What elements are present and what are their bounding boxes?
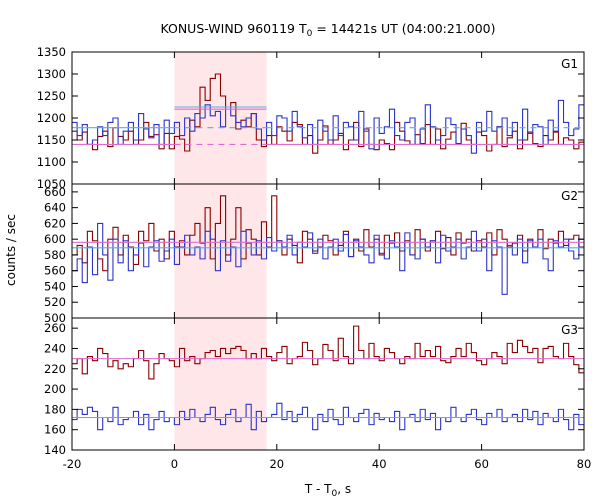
y-tick-label: 200 (44, 382, 66, 396)
x-axis-label: T - T0, s (304, 482, 351, 499)
x-axis-label-suffix: , s (337, 482, 351, 496)
x-tick-label: 40 (372, 457, 387, 471)
y-tick-label: 1250 (37, 89, 66, 103)
y-tick-label: 260 (44, 321, 66, 335)
y-tick-label: 520 (44, 295, 66, 309)
panel-label: G3 (561, 323, 578, 337)
chart-title-suffix: = 14421s UT (04:00:21.000) (312, 21, 495, 36)
y-tick-label: 1050 (37, 177, 66, 191)
x-tick-label: 80 (577, 457, 592, 471)
y-tick-label: 600 (44, 232, 66, 246)
x-tick-label: 60 (474, 457, 489, 471)
panel-g1: 1050 1100 1150 1200 1250 1300 1350 G1 (37, 45, 585, 191)
y-tick-label: 1150 (37, 133, 66, 147)
y-tick-label: 220 (44, 362, 66, 376)
chart-title-subscript: 0 (307, 29, 313, 39)
panel-g3: 140 160 180 200 220 240 260 G3 -20 0 20 40 60 80 (44, 317, 592, 471)
panel-label: G2 (561, 189, 578, 203)
series-line-blue (72, 222, 584, 295)
x-tick-label: 20 (269, 457, 284, 471)
y-tick-label: 240 (44, 341, 66, 355)
y-tick-label: 1200 (37, 111, 66, 125)
x-tick-label: 0 (171, 457, 178, 471)
chart-title-prefix: KONUS-WIND 960119 T (160, 21, 306, 36)
x-tick-label: -20 (63, 457, 82, 471)
y-tick-label: 660 (44, 185, 66, 199)
panels-group: 1050110011501200125013001350G15005205405… (37, 45, 592, 471)
x-axis-label-prefix: T - T (304, 482, 332, 496)
y-axis-label: counts / sec (4, 214, 18, 286)
y-tick-label: 180 (44, 402, 66, 416)
y-tick-label: 160 (44, 423, 66, 437)
y-tick-label: 540 (44, 279, 66, 293)
y-tick-label: 580 (44, 248, 66, 262)
y-tick-label: 640 (44, 201, 66, 215)
y-tick-label: 620 (44, 216, 66, 230)
y-tick-label: 500 (44, 311, 66, 325)
panel-frame (71, 317, 585, 451)
chart-title: KONUS-WIND 960119 T0 = 14421s UT (04:00:… (160, 21, 495, 39)
x-axis-label-subscript: 0 (332, 489, 338, 499)
series-line-red (72, 325, 584, 380)
y-tick-label: 1300 (37, 67, 66, 81)
panel-label: G1 (561, 57, 578, 71)
y-tick-label: 560 (44, 264, 66, 278)
series-line-blue (72, 402, 584, 431)
y-tick-label: 140 (44, 443, 66, 457)
y-tick-label: 1350 (37, 45, 66, 59)
y-tick-label: 1100 (37, 155, 66, 169)
